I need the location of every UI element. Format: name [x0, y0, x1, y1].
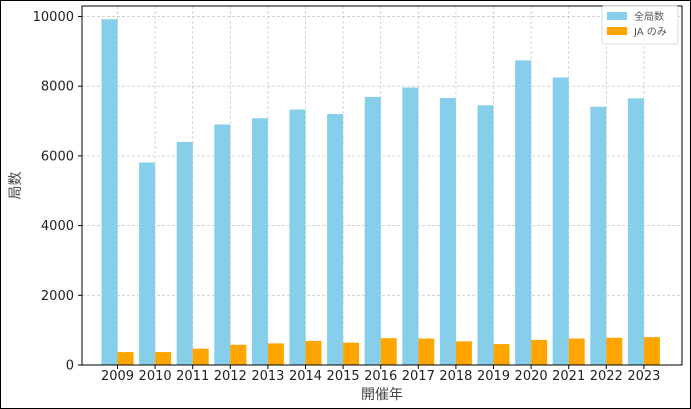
y-tick-label: 6000: [41, 149, 74, 164]
x-tick-label: 2010: [139, 369, 172, 384]
bar-total-2016: [364, 96, 381, 365]
x-tick-label: 2021: [552, 369, 585, 384]
bar-total-2014: [289, 109, 306, 365]
bar-ja-2019: [493, 344, 510, 365]
bar-total-2021: [552, 77, 569, 366]
bar-total-2009: [101, 19, 118, 365]
bar-total-2022: [590, 106, 607, 365]
legend-label: JA のみ: [633, 27, 667, 38]
bar-ja-2013: [267, 343, 284, 365]
x-tick-label: 2011: [176, 369, 209, 384]
bar-ja-2015: [343, 342, 360, 365]
bar-total-2018: [439, 98, 456, 365]
bar-total-2020: [515, 60, 532, 366]
bar-total-2013: [251, 118, 268, 365]
bar-ja-2011: [192, 348, 209, 365]
bar-ja-2012: [230, 344, 247, 365]
legend-swatch: [607, 12, 627, 20]
x-tick-label: 2022: [590, 369, 623, 384]
y-tick-label: 4000: [41, 219, 74, 234]
x-tick-label: 2019: [477, 369, 510, 384]
bar-total-2019: [477, 105, 494, 365]
y-axis-title: 局数: [8, 172, 24, 200]
bar-ja-2022: [606, 337, 623, 365]
bar-ja-2014: [305, 340, 322, 365]
bar-ja-2009: [117, 352, 134, 365]
y-tick-label: 2000: [41, 289, 74, 304]
bar-ja-2016: [380, 338, 397, 365]
y-tick-label: 10000: [33, 10, 74, 25]
bar-ja-2017: [418, 338, 435, 365]
x-tick-label: 2015: [327, 369, 360, 384]
x-tick-label: 2018: [439, 369, 472, 384]
bar-ja-2021: [568, 338, 585, 365]
x-tick-label: 2023: [627, 369, 660, 384]
x-tick-label: 2016: [364, 369, 397, 384]
bar-total-2017: [402, 87, 419, 365]
legend-swatch: [607, 27, 627, 35]
bars: [101, 19, 660, 366]
bar-total-2015: [327, 114, 344, 365]
y-tick-label: 8000: [41, 80, 74, 95]
bar-ja-2020: [531, 339, 548, 365]
x-tick-label: 2014: [289, 369, 322, 384]
bar-total-2010: [139, 162, 156, 365]
x-tick-label: 2009: [101, 369, 134, 384]
bar-ja-2018: [455, 341, 472, 365]
x-axis-title: 開催年: [361, 387, 403, 403]
legend: 全局数 JA のみ: [601, 5, 679, 45]
x-tick-label: 2013: [251, 369, 284, 384]
y-axis-ticks: 0 2000 4000 6000 8000 10000: [33, 10, 82, 374]
x-tick-label: 2017: [402, 369, 435, 384]
bar-total-2023: [627, 98, 644, 365]
legend-label: 全局数: [634, 10, 664, 23]
y-tick-label: 0: [66, 359, 74, 374]
bar-ja-2023: [643, 337, 660, 365]
plot-area-border: [81, 5, 683, 366]
x-tick-label: 2020: [515, 369, 548, 384]
x-tick-label: 2012: [214, 369, 247, 384]
bar-ja-2010: [155, 352, 172, 365]
x-axis-ticks: 2009 2010 2011 2012 2013 2014 2015 2016 2017 2018…: [101, 365, 660, 384]
bar-total-2012: [214, 124, 231, 365]
bar-total-2011: [176, 141, 193, 365]
